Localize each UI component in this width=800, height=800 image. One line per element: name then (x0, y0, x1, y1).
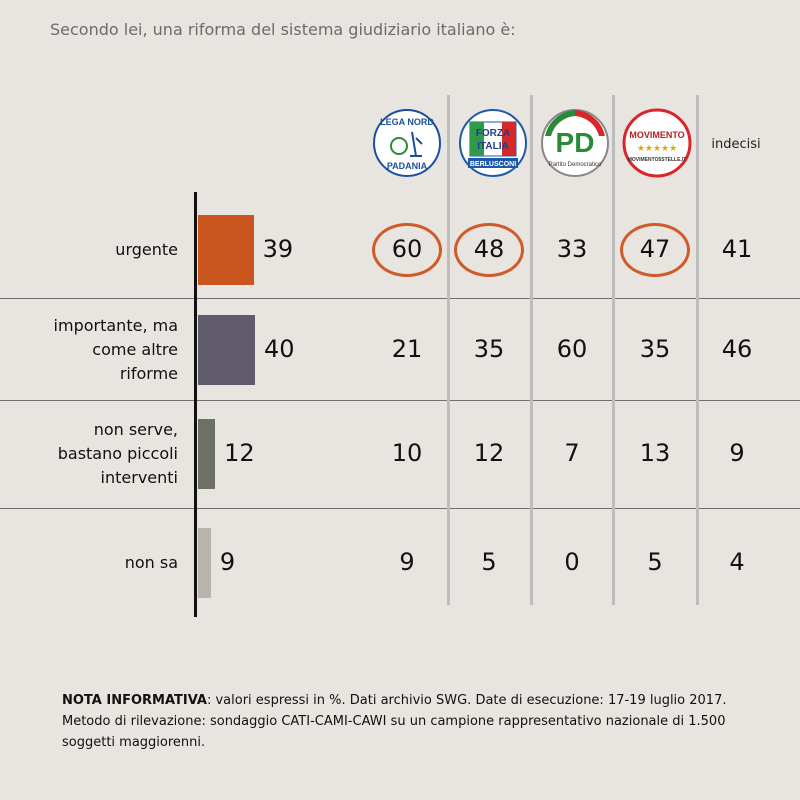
svg-text:PD: PD (556, 127, 595, 158)
table-cell: 46 (721, 335, 753, 363)
table-cell: 0 (564, 548, 580, 576)
table-cell: 60 (391, 235, 423, 263)
bar (198, 215, 254, 285)
row-divider (0, 508, 800, 509)
table-cell: 12 (473, 439, 505, 467)
svg-text:ITALIA: ITALIA (477, 141, 508, 152)
indecisi-header: indecisi (711, 137, 761, 152)
pd-logo: PD Partito Democratico (540, 108, 610, 178)
row-divider (0, 400, 800, 401)
chart-title: Secondo lei, una riforma del sistema giu… (50, 20, 516, 39)
forza-italia-logo: FORZA ITALIA BERLUSCONI (458, 108, 528, 178)
table-cell: 33 (556, 235, 588, 263)
bar-value-label: 40 (264, 335, 295, 363)
bar (198, 528, 211, 598)
bar (198, 419, 216, 489)
row-divider (0, 298, 800, 299)
info-note: NOTA INFORMATIVA: valori espressi in %. … (62, 690, 762, 753)
highlight-circle (620, 223, 690, 277)
bar (198, 315, 255, 385)
highlight-circle (454, 223, 524, 277)
column-divider (696, 95, 699, 605)
movimento-5-stelle-logo: MOVIMENTO ★★★★★ MOVIMENTO5STELLE.IT (622, 108, 692, 178)
note-label: NOTA INFORMATIVA (62, 693, 207, 708)
svg-text:PADANIA: PADANIA (387, 161, 428, 171)
table-cell: 5 (647, 548, 663, 576)
svg-text:BERLUSCONI: BERLUSCONI (470, 161, 516, 168)
column-divider (530, 95, 533, 605)
svg-text:MOVIMENTO: MOVIMENTO (629, 130, 684, 140)
svg-text:★★★★★: ★★★★★ (637, 144, 677, 154)
svg-text:LEGA NORD: LEGA NORD (380, 117, 434, 127)
bar-value-label: 12 (224, 439, 255, 467)
table-cell: 4 (729, 548, 745, 576)
highlight-circle (372, 223, 442, 277)
category-label: importante, ma come altre riforme (53, 316, 178, 383)
table-cell: 10 (391, 439, 423, 467)
table-cell: 41 (721, 235, 753, 263)
table-cell: 13 (639, 439, 671, 467)
table-cell: 9 (399, 548, 415, 576)
table-cell: 35 (473, 335, 505, 363)
svg-text:MOVIMENTO5STELLE.IT: MOVIMENTO5STELLE.IT (628, 157, 687, 163)
table-cell: 9 (729, 439, 745, 467)
lega-nord-logo: LEGA NORD PADANIA (372, 108, 442, 178)
column-divider (612, 95, 615, 605)
svg-text:FORZA: FORZA (476, 128, 510, 139)
column-divider (447, 95, 450, 605)
bar-value-label: 9 (219, 548, 236, 576)
table-cell: 7 (564, 439, 580, 467)
table-cell: 21 (391, 335, 423, 363)
category-label: urgente (115, 240, 178, 259)
table-cell: 48 (473, 235, 505, 263)
table-cell: 5 (481, 548, 497, 576)
note-text: : valori espressi in %. Dati archivio SW… (62, 693, 727, 750)
bar-value-label: 39 (262, 235, 294, 263)
table-cell: 60 (556, 335, 588, 363)
svg-text:Partito Democratico: Partito Democratico (549, 162, 602, 168)
table-cell: 47 (639, 235, 671, 263)
table-cell: 35 (639, 335, 671, 363)
bar-axis (194, 192, 197, 617)
category-label: non sa (124, 553, 178, 572)
category-label: non serve, bastano piccoli interventi (57, 420, 178, 487)
